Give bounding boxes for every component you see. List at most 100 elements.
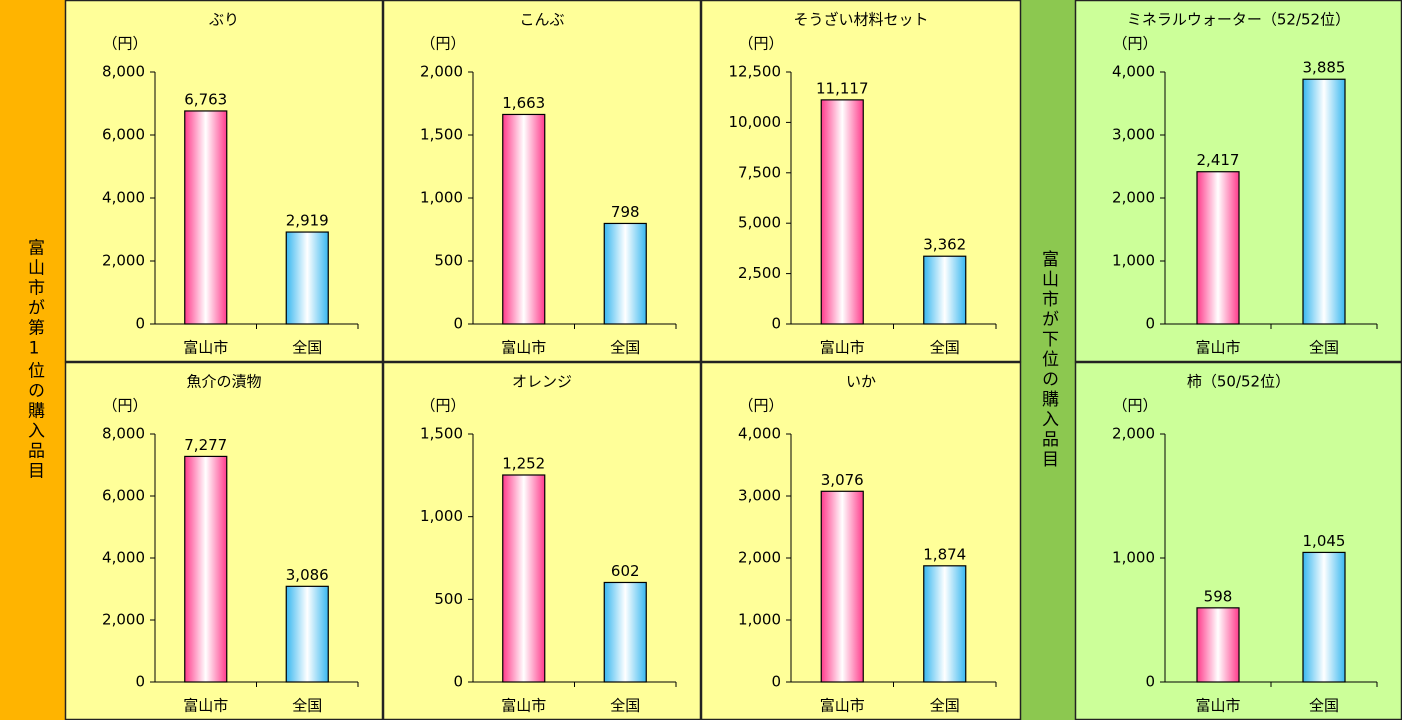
y-tick-label: 1,500 bbox=[420, 126, 463, 144]
y-tick-label: 0 bbox=[771, 673, 781, 691]
bar bbox=[184, 455, 228, 683]
unit-label: （円） bbox=[420, 397, 465, 415]
x-tick-label: 全国 bbox=[930, 697, 960, 715]
bar bbox=[603, 581, 647, 683]
y-tick-label: 1,000 bbox=[420, 507, 463, 525]
x-tick-label: 全国 bbox=[292, 339, 322, 357]
y-tick-label: 2,500 bbox=[738, 264, 781, 282]
y-tick-label: 10,000 bbox=[729, 113, 782, 131]
bar bbox=[502, 474, 546, 683]
y-tick-label: 2,000 bbox=[1112, 189, 1155, 207]
value-label: 3,885 bbox=[1303, 59, 1346, 77]
x-tick-label: 富山市 bbox=[820, 339, 865, 357]
value-label: 3,086 bbox=[286, 566, 329, 584]
y-tick-label: 1,000 bbox=[1112, 252, 1155, 270]
value-label: 1,663 bbox=[502, 94, 545, 112]
bar bbox=[1196, 607, 1240, 683]
value-label: 2,919 bbox=[286, 212, 329, 230]
chart-title: いか bbox=[846, 373, 876, 391]
unit-label: （円） bbox=[1112, 35, 1157, 53]
value-label: 598 bbox=[1204, 587, 1233, 605]
x-tick-label: 全国 bbox=[610, 339, 640, 357]
value-label: 3,362 bbox=[923, 236, 966, 254]
value-label: 2,417 bbox=[1197, 151, 1240, 169]
bar bbox=[1302, 78, 1346, 325]
bar bbox=[603, 222, 647, 325]
y-tick-label: 2,000 bbox=[738, 549, 781, 567]
y-tick-label: 0 bbox=[771, 315, 781, 333]
chart-title: こんぶ bbox=[519, 11, 564, 29]
y-tick-label: 0 bbox=[1145, 315, 1155, 333]
x-tick-label: 富山市 bbox=[1195, 339, 1240, 357]
unit-label: （円） bbox=[1112, 397, 1157, 415]
side-strip bbox=[1021, 0, 1075, 720]
chart-title: ミネラルウォーター（52/52位） bbox=[1127, 11, 1350, 29]
y-tick-label: 8,000 bbox=[102, 425, 145, 443]
bar bbox=[820, 490, 864, 683]
value-label: 1,874 bbox=[923, 545, 966, 563]
y-tick-label: 4,000 bbox=[102, 549, 145, 567]
value-label: 1,252 bbox=[502, 455, 545, 473]
y-tick-label: 0 bbox=[135, 673, 145, 691]
chart-title: そうざい材料セット bbox=[793, 11, 928, 29]
bar bbox=[923, 565, 967, 683]
x-tick-label: 富山市 bbox=[183, 697, 228, 715]
y-tick-label: 0 bbox=[453, 673, 463, 691]
y-tick-label: 2,000 bbox=[102, 252, 145, 270]
x-tick-label: 富山市 bbox=[501, 697, 546, 715]
y-tick-label: 12,500 bbox=[729, 63, 782, 81]
value-label: 602 bbox=[611, 562, 640, 580]
value-label: 3,076 bbox=[821, 471, 864, 489]
bar bbox=[502, 113, 546, 325]
x-tick-label: 全国 bbox=[930, 339, 960, 357]
unit-label: （円） bbox=[738, 397, 783, 415]
y-tick-label: 500 bbox=[434, 252, 463, 270]
value-label: 7,277 bbox=[184, 436, 227, 454]
y-tick-label: 1,000 bbox=[420, 189, 463, 207]
x-tick-label: 全国 bbox=[610, 697, 640, 715]
chart-title: 魚介の漬物 bbox=[186, 373, 261, 391]
bar bbox=[820, 99, 864, 325]
chart-title: 柿（50/52位） bbox=[1187, 373, 1290, 391]
y-tick-label: 4,000 bbox=[102, 189, 145, 207]
y-tick-label: 2,000 bbox=[1112, 425, 1155, 443]
x-tick-label: 全国 bbox=[1309, 339, 1339, 357]
value-label: 798 bbox=[611, 203, 640, 221]
side-label: 富山市が第1位の購入品目 bbox=[24, 238, 45, 481]
x-tick-label: 富山市 bbox=[183, 339, 228, 357]
unit-label: （円） bbox=[420, 35, 465, 53]
y-tick-label: 6,000 bbox=[102, 126, 145, 144]
bar bbox=[285, 231, 329, 325]
y-tick-label: 3,000 bbox=[738, 487, 781, 505]
bar bbox=[1302, 551, 1346, 683]
bar bbox=[184, 110, 228, 325]
y-tick-label: 2,000 bbox=[420, 63, 463, 81]
y-tick-label: 0 bbox=[453, 315, 463, 333]
chart-title: ぶり bbox=[209, 11, 239, 29]
value-label: 6,763 bbox=[184, 90, 227, 108]
value-label: 11,117 bbox=[816, 79, 869, 97]
y-tick-label: 4,000 bbox=[1112, 63, 1155, 81]
bar bbox=[923, 255, 967, 325]
y-tick-label: 4,000 bbox=[738, 425, 781, 443]
y-tick-label: 0 bbox=[135, 315, 145, 333]
y-tick-label: 6,000 bbox=[102, 487, 145, 505]
y-tick-label: 7,500 bbox=[738, 163, 781, 181]
unit-label: （円） bbox=[102, 35, 147, 53]
x-tick-label: 富山市 bbox=[1195, 697, 1240, 715]
y-tick-label: 0 bbox=[1145, 673, 1155, 691]
unit-label: （円） bbox=[738, 35, 783, 53]
y-tick-label: 1,000 bbox=[1112, 549, 1155, 567]
value-label: 1,045 bbox=[1303, 532, 1346, 550]
y-tick-label: 1,000 bbox=[738, 611, 781, 629]
x-tick-label: 富山市 bbox=[820, 697, 865, 715]
bar bbox=[285, 585, 329, 683]
y-tick-label: 1,500 bbox=[420, 425, 463, 443]
x-tick-label: 富山市 bbox=[501, 339, 546, 357]
chart-title: オレンジ bbox=[512, 373, 572, 391]
unit-label: （円） bbox=[102, 397, 147, 415]
x-tick-label: 全国 bbox=[1309, 697, 1339, 715]
y-tick-label: 2,000 bbox=[102, 611, 145, 629]
bar bbox=[1196, 171, 1240, 325]
